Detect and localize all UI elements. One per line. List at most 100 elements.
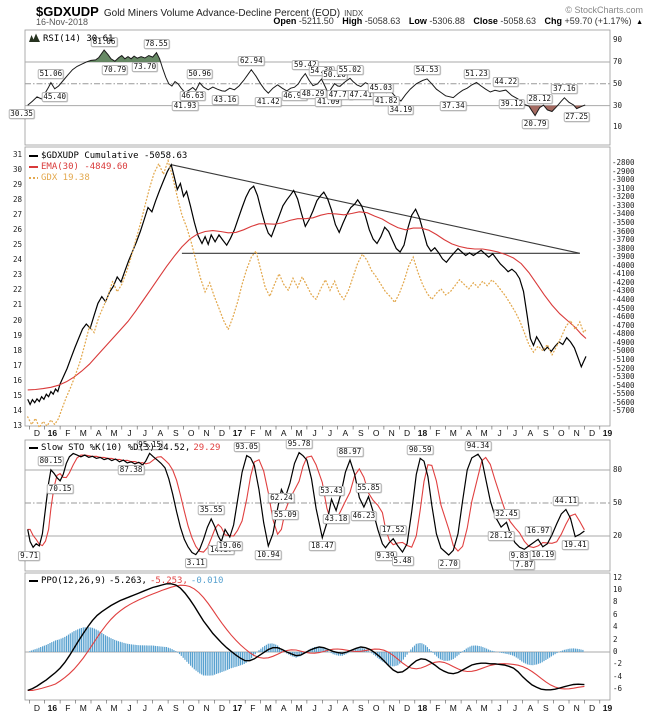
chart-date: 16-Nov-2018	[36, 17, 89, 27]
month-label: O	[372, 703, 380, 713]
main-left-ytick: 22	[12, 285, 22, 295]
month-label: D	[33, 703, 41, 713]
data-label: 46.63	[179, 91, 206, 101]
month-label: D	[218, 428, 226, 438]
data-label: 48.29	[299, 89, 327, 100]
main-right-ytick: -5000	[612, 346, 635, 356]
data-label: 95.15	[136, 439, 163, 450]
data-label: 39.12	[498, 99, 526, 110]
rsi-ytick: 10	[613, 122, 623, 132]
month-label: S	[357, 703, 364, 713]
month-label: N	[388, 703, 395, 713]
exchange-label: INDX	[344, 9, 364, 18]
low-label: Low	[408, 16, 427, 26]
data-label: 95.78	[285, 439, 313, 450]
data-label: 70.15	[46, 484, 74, 495]
cumulative-line-swatch	[29, 155, 38, 157]
ema-line-swatch	[29, 166, 38, 168]
main-left-ytick: 13	[12, 421, 22, 430]
month-label: J	[312, 428, 317, 438]
month-label: A	[465, 703, 472, 713]
data-label: 30.35	[8, 108, 35, 119]
data-label: 80.15	[37, 456, 65, 467]
month-label: A	[157, 428, 164, 438]
open-value: -5211.50	[298, 16, 334, 26]
data-label: 37.16	[551, 84, 578, 95]
month-label: F	[65, 428, 71, 438]
data-label: 73.70	[131, 61, 159, 72]
gdx-line-swatch	[29, 177, 38, 179]
data-label: 34.19	[387, 104, 415, 115]
main-left-ytick: 26	[12, 225, 22, 234]
month-label: F	[435, 703, 441, 713]
month-label: S	[172, 703, 179, 713]
main-right-ytick: -5500	[612, 389, 635, 399]
legend-sto-name: Slow STO %K(10) %D(3)	[41, 443, 155, 453]
data-label: 43.18	[322, 514, 350, 524]
data-label: 93.05	[233, 442, 260, 453]
data-label: 90.59	[406, 444, 434, 455]
ppo-signal-value: -5.253,	[149, 576, 188, 586]
data-label: 78.55	[143, 39, 170, 50]
data-label: 51.06	[37, 69, 65, 80]
month-label: J	[512, 703, 518, 713]
ppo-ytick: -4	[613, 671, 623, 681]
main-right-ytick: -3000	[612, 175, 635, 185]
main-left-ytick: 23	[12, 270, 22, 280]
month-label: F	[435, 428, 441, 438]
data-label: 45.03	[367, 82, 395, 93]
main-right-ytick: -4200	[612, 277, 635, 287]
sto-k-value: 24.52,	[157, 443, 191, 453]
month-label: D	[218, 703, 226, 713]
main-right-ytick: -4000	[612, 260, 635, 270]
data-label: 51.23	[463, 69, 490, 79]
main-right-ytick: -5300	[612, 372, 635, 382]
month-label: 18	[417, 703, 428, 713]
data-label: 28.12	[487, 530, 515, 541]
main-left-ytick: 15	[12, 390, 22, 400]
indicator-icon	[29, 33, 40, 45]
month-label: M	[79, 703, 87, 713]
main-right-ytick: -3300	[612, 200, 635, 210]
month-label: 16	[47, 703, 58, 713]
month-label: M	[264, 428, 272, 438]
main-left-ytick: 30	[12, 164, 22, 174]
data-label: 43.16	[211, 94, 239, 105]
main-right-ytick: -4800	[612, 329, 635, 339]
main-left-ytick: 14	[12, 405, 22, 415]
rsi-ytick: 30	[613, 100, 623, 110]
month-label: J	[127, 428, 132, 438]
main-right-ytick: -3100	[612, 183, 635, 193]
month-label: S	[172, 428, 179, 438]
data-label: 54.53	[413, 65, 441, 76]
legend-ema: EMA(30) -4849.60	[29, 162, 128, 172]
main-right-ytick: -4600	[612, 312, 635, 322]
data-label: 55.02	[336, 64, 364, 75]
data-label: 88.97	[336, 446, 364, 457]
month-label: J	[512, 428, 518, 438]
month-label: N	[573, 428, 580, 438]
quote-line: Open -5211.50 High -5058.63 Low -5306.88…	[267, 16, 643, 26]
month-label: A	[95, 428, 102, 438]
high-value: -5058.63	[364, 16, 401, 26]
data-label: 94.34	[464, 440, 492, 451]
month-label: D	[589, 703, 596, 713]
data-label: 35.55	[197, 505, 225, 516]
month-label: D	[404, 428, 411, 438]
copyright: © StockCharts.com	[565, 5, 643, 15]
legend-rsi: RSI(14) 30.61	[29, 33, 113, 45]
month-label: A	[342, 703, 349, 713]
data-label: 45.40	[41, 92, 68, 103]
main-left-ytick: 16	[12, 375, 22, 385]
month-label: M	[480, 428, 488, 438]
month-label: A	[527, 428, 534, 438]
main-right-ytick: -4100	[612, 269, 635, 279]
month-label: D	[33, 428, 41, 438]
main-right-ytick: -5400	[612, 380, 635, 390]
data-label: 28.12	[526, 94, 553, 105]
month-label: F	[250, 703, 256, 713]
data-label: 62.94	[238, 56, 265, 67]
data-label: 16.97	[524, 525, 552, 536]
data-label: 53.43	[318, 485, 345, 496]
